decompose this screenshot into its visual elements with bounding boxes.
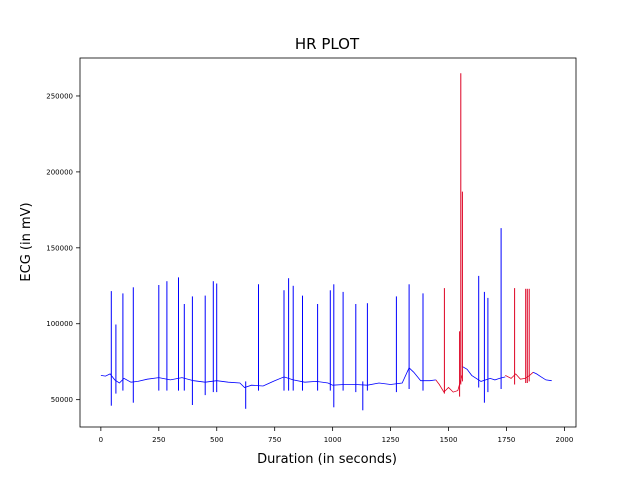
x-tick-label: 1250 xyxy=(382,436,400,444)
y-tick-label: 150000 xyxy=(46,244,73,252)
x-tick-label: 1500 xyxy=(440,436,458,444)
chart-title: HR PLOT xyxy=(295,35,360,53)
x-tick-label: 1750 xyxy=(498,436,516,444)
y-tick-label: 200000 xyxy=(46,168,73,176)
x-tick-label: 750 xyxy=(268,436,281,444)
axis-ticks: 0 250 500 750 1000 1250 1500 1750 2000 50000 10000… xyxy=(46,92,573,444)
plot-lines xyxy=(100,73,552,411)
x-tick-label: 1000 xyxy=(324,436,342,444)
x-tick-label: 250 xyxy=(152,436,165,444)
ecg-baseline-segment xyxy=(100,367,436,388)
y-axis-label: ECG (in mV) xyxy=(19,202,34,281)
x-tick-label: 0 xyxy=(99,436,103,444)
ecg-baseline-segment xyxy=(461,365,506,382)
x-tick-label: 500 xyxy=(210,436,223,444)
y-tick-label: 100000 xyxy=(46,320,73,328)
plot-frame xyxy=(79,57,577,428)
y-tick-label: 50000 xyxy=(51,396,73,404)
ecg-abnormal-segment xyxy=(435,375,463,393)
y-tick-label: 250000 xyxy=(46,92,73,100)
x-axis-label: Duration (in seconds) xyxy=(257,452,397,467)
x-tick-label: 2000 xyxy=(555,436,573,444)
ecg-baseline-segment xyxy=(532,371,552,382)
